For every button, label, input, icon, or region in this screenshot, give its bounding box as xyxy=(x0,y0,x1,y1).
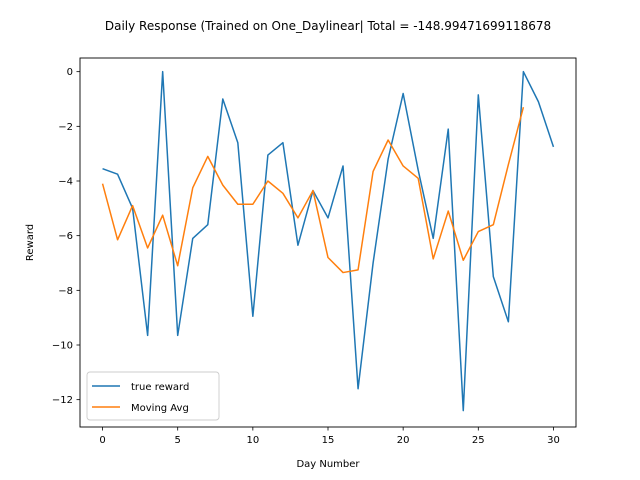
x-tick-label: 20 xyxy=(397,435,410,446)
x-tick-label: 10 xyxy=(246,435,259,446)
y-tick-label: −2 xyxy=(58,122,73,133)
y-tick-label: −10 xyxy=(52,341,73,352)
legend: true reward Moving Avg xyxy=(86,371,220,421)
x-tick-label: 5 xyxy=(175,435,181,446)
x-axis: 0 5 10 15 20 25 30 xyxy=(99,427,560,446)
chart-title: Daily Response (Trained on One_Daylinear… xyxy=(105,19,551,33)
x-tick-label: 30 xyxy=(547,435,560,446)
y-axis-label: Reward xyxy=(25,224,36,261)
legend-label-true-reward: true reward xyxy=(131,382,189,393)
y-tick-label: −8 xyxy=(58,286,73,297)
y-tick-label: −6 xyxy=(58,231,73,242)
x-tick-label: 15 xyxy=(322,435,335,446)
y-tick-label: −12 xyxy=(52,395,73,406)
y-tick-label: 0 xyxy=(67,67,73,78)
y-tick-label: −4 xyxy=(58,177,73,188)
y-axis: 0 −2 −4 −6 −8 −10 −12 xyxy=(52,67,80,406)
x-axis-label: Day Number xyxy=(296,459,360,470)
series-line-true-reward xyxy=(102,70,555,412)
legend-label-moving-avg: Moving Avg xyxy=(131,403,189,414)
x-tick-label: 0 xyxy=(99,435,105,446)
legend-box xyxy=(86,371,220,421)
x-tick-label: 25 xyxy=(472,435,485,446)
series-layer xyxy=(101,70,555,412)
series-line-moving-avg xyxy=(101,107,525,274)
